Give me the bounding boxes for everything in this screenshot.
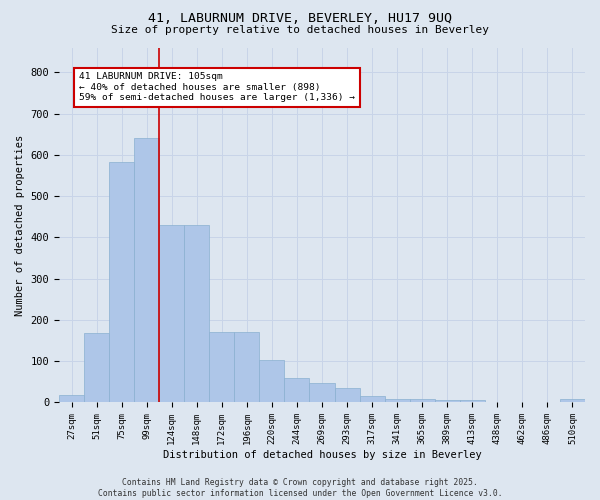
Bar xyxy=(259,360,284,403)
Bar xyxy=(184,225,209,402)
Y-axis label: Number of detached properties: Number of detached properties xyxy=(15,134,25,316)
Bar xyxy=(159,225,184,402)
X-axis label: Distribution of detached houses by size in Beverley: Distribution of detached houses by size … xyxy=(163,450,481,460)
Bar xyxy=(359,396,385,402)
Bar xyxy=(84,333,109,402)
Bar xyxy=(335,388,359,402)
Bar xyxy=(385,399,410,402)
Bar xyxy=(109,162,134,402)
Bar xyxy=(235,332,259,402)
Text: 41 LABURNUM DRIVE: 105sqm
← 40% of detached houses are smaller (898)
59% of semi: 41 LABURNUM DRIVE: 105sqm ← 40% of detac… xyxy=(79,72,355,102)
Bar xyxy=(284,378,310,402)
Bar xyxy=(134,138,159,402)
Bar xyxy=(560,399,585,402)
Bar xyxy=(460,400,485,402)
Text: 41, LABURNUM DRIVE, BEVERLEY, HU17 9UQ: 41, LABURNUM DRIVE, BEVERLEY, HU17 9UQ xyxy=(148,12,452,26)
Bar xyxy=(209,332,235,402)
Text: Size of property relative to detached houses in Beverley: Size of property relative to detached ho… xyxy=(111,25,489,35)
Bar xyxy=(435,400,460,402)
Bar xyxy=(59,396,84,402)
Bar xyxy=(310,383,335,402)
Text: Contains HM Land Registry data © Crown copyright and database right 2025.
Contai: Contains HM Land Registry data © Crown c… xyxy=(98,478,502,498)
Bar xyxy=(410,399,435,402)
